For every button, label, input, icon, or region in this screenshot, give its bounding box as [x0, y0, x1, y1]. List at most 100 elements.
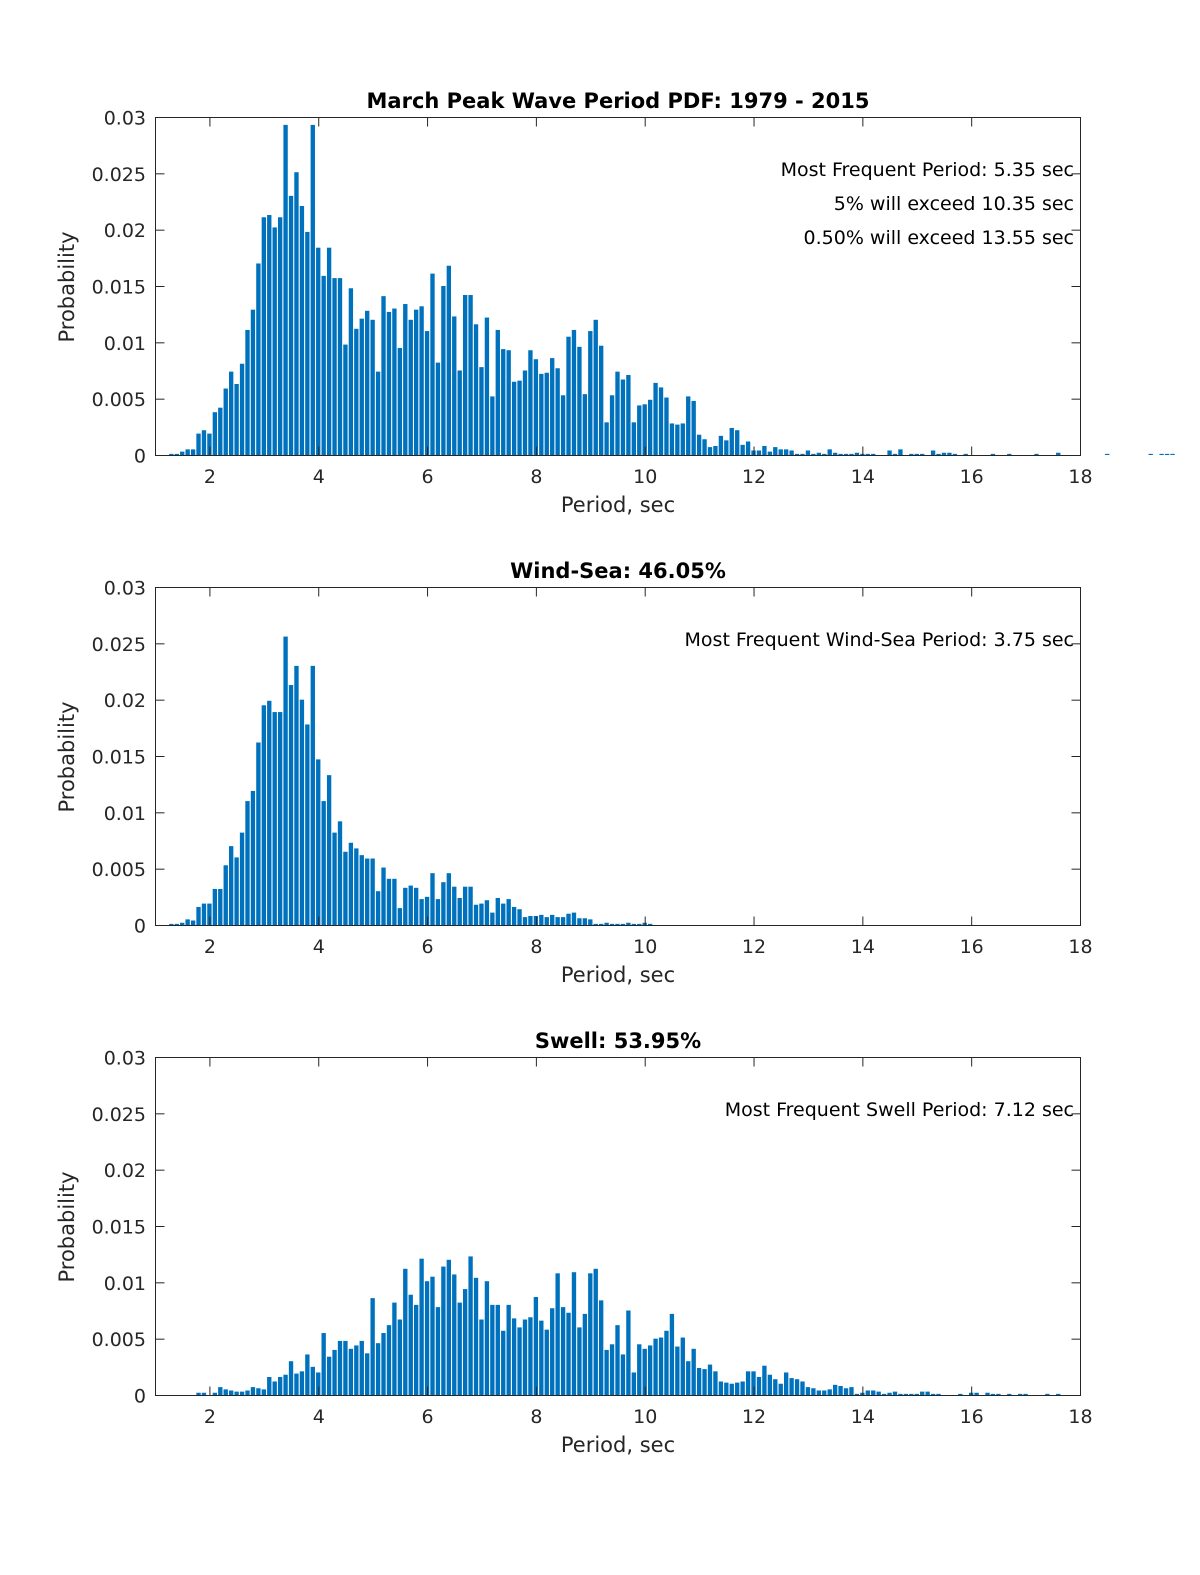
- y-tick-label: 0.005: [92, 859, 146, 881]
- bar: [446, 873, 451, 925]
- bar: [566, 1312, 571, 1395]
- bar: [773, 447, 778, 455]
- bar: [724, 1382, 729, 1395]
- bar: [1056, 452, 1061, 455]
- bar: [735, 1382, 740, 1395]
- y-tick-label: 0.01: [104, 1273, 146, 1295]
- bar: [571, 912, 577, 925]
- bar: [604, 1349, 609, 1395]
- bar: [223, 1389, 228, 1395]
- bar: [892, 1391, 898, 1395]
- bar: [691, 1348, 696, 1395]
- bar: [190, 920, 196, 925]
- x-tick-label: 8: [530, 466, 542, 488]
- bar: [740, 444, 745, 455]
- bar: [506, 350, 511, 455]
- bar: [457, 897, 462, 925]
- bar: [696, 1367, 702, 1395]
- bar: [229, 1390, 234, 1395]
- bar: [631, 923, 636, 925]
- x-tick-label: 16: [960, 1406, 984, 1428]
- bar: [348, 288, 354, 455]
- bar: [522, 917, 528, 925]
- bar: [196, 906, 201, 925]
- bar: [359, 855, 364, 925]
- y-tick-label: 0: [134, 916, 146, 938]
- bar: [354, 848, 359, 925]
- wind-sea-panel: Wind-Sea: 46.05% 2 4 6 8 10 12 14 16 18 0 0.005 0.0…: [55, 559, 1093, 987]
- x-tick-label: 14: [851, 936, 875, 958]
- bar: [419, 1258, 424, 1395]
- bar: [375, 891, 381, 925]
- bar: [490, 396, 495, 455]
- bar: [544, 372, 549, 455]
- bar: [490, 912, 495, 925]
- bar: [566, 336, 571, 455]
- bar: [620, 1354, 626, 1395]
- bar: [277, 712, 283, 925]
- bar: [745, 1371, 751, 1395]
- bar: [805, 450, 811, 455]
- bar: [229, 371, 234, 455]
- bar: [212, 888, 218, 925]
- bar: [201, 903, 207, 925]
- bar: [239, 363, 245, 455]
- bar: [789, 1378, 794, 1395]
- bar: [571, 1272, 577, 1395]
- bar: [626, 375, 631, 455]
- bar: [261, 705, 266, 925]
- bar: [174, 923, 179, 925]
- y-axis-label: Probability: [55, 231, 79, 342]
- bar: [414, 1304, 419, 1395]
- bar: [1007, 1393, 1012, 1395]
- bar: [816, 452, 821, 455]
- bar: [533, 359, 539, 455]
- bar: [615, 1325, 620, 1395]
- bar: [430, 873, 435, 925]
- bar: [288, 1361, 294, 1395]
- bar: [457, 370, 462, 455]
- chart-title: March Peak Wave Period PDF: 1979 - 2015: [367, 89, 870, 113]
- bar: [1056, 1393, 1061, 1395]
- bar: [207, 433, 212, 455]
- bar: [234, 384, 239, 455]
- bar: [381, 1333, 386, 1395]
- y-tick-label: 0: [134, 1386, 146, 1408]
- bar: [773, 1379, 778, 1395]
- bar: [299, 699, 305, 925]
- bar: [974, 1392, 979, 1395]
- y-tick-label: 0.02: [104, 1160, 146, 1182]
- bar: [370, 858, 375, 925]
- bar: [511, 381, 517, 455]
- bar: [762, 1365, 767, 1395]
- bar: [267, 700, 272, 925]
- bar: [811, 1388, 816, 1395]
- bar: [267, 1376, 272, 1395]
- bar: [571, 329, 577, 455]
- bar: [822, 1390, 827, 1395]
- total-pdf-panel: March Peak Wave Period PDF: 1979 - 2015 …: [55, 89, 1175, 517]
- bar: [419, 306, 424, 455]
- bar: [261, 1389, 266, 1395]
- bar: [386, 1325, 392, 1395]
- bar: [408, 1294, 413, 1395]
- axis-ticks: 2 4 6 8 10 12 14 16 18 0 0.005 0.01 0.015 0.02 0.025 0.…: [92, 1048, 1093, 1429]
- bar: [462, 1289, 468, 1395]
- bar: [457, 1302, 462, 1395]
- bar: [408, 885, 413, 925]
- bar: [822, 453, 827, 455]
- bar: [223, 865, 228, 925]
- x-axis-label: Period, sec: [561, 1433, 675, 1457]
- y-tick-label: 0.015: [92, 747, 146, 769]
- bar: [234, 857, 239, 925]
- bar: [462, 295, 468, 455]
- bar: [337, 821, 343, 925]
- bar: [403, 304, 408, 455]
- bar: [909, 453, 914, 455]
- bar: [403, 1268, 408, 1395]
- bar: [620, 379, 626, 455]
- bar: [435, 899, 441, 925]
- bar: [593, 923, 598, 925]
- bar-series: [196, 1256, 1061, 1395]
- bar: [577, 1327, 582, 1395]
